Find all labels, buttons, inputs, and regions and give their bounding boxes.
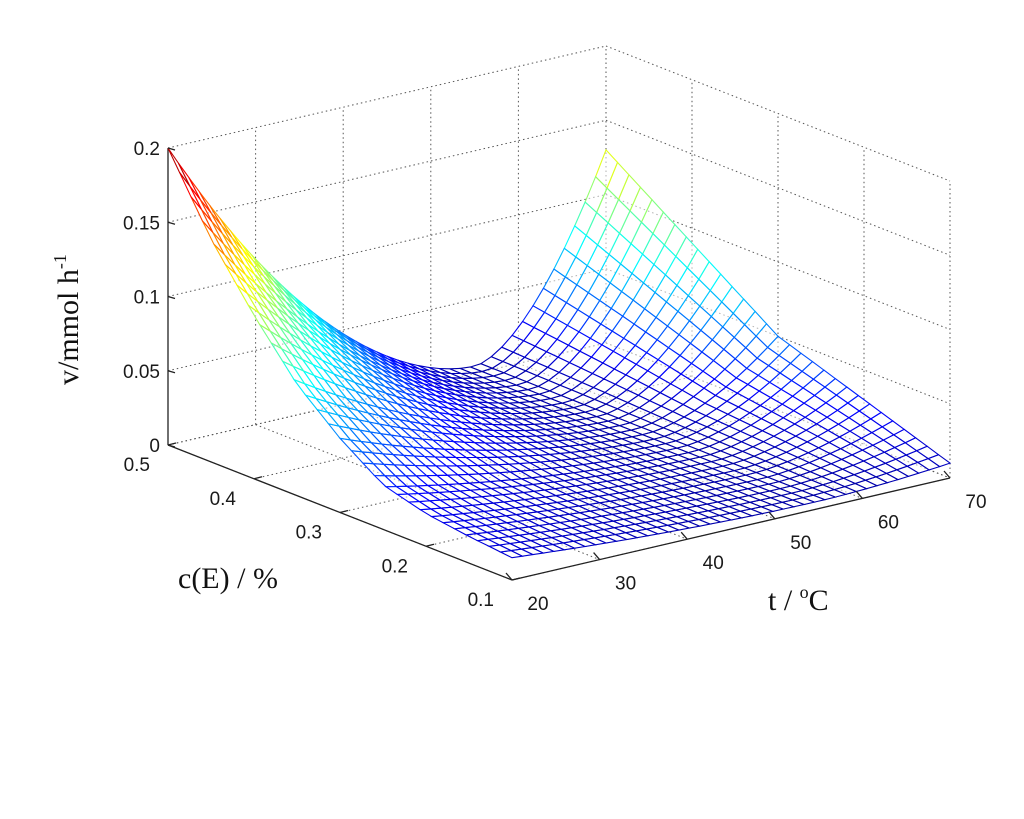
x-tick-label: 50: [790, 533, 811, 554]
wall-grid-v2: [605, 45, 951, 182]
wall-grid-v2: [605, 194, 951, 330]
x-tick-mark: [768, 511, 776, 520]
y-tick-label: 0.2: [382, 556, 408, 577]
x-tick-label: 30: [615, 574, 636, 595]
x-tick-mark: [593, 552, 601, 561]
surface-cell: [167, 147, 191, 187]
y-tick-label: 0.5: [124, 455, 150, 476]
y-tick-mark: [167, 442, 177, 446]
x-tick-mark: [505, 572, 513, 581]
wall-grid-v2: [605, 119, 951, 256]
wall-grid-v: [167, 45, 607, 149]
x-tick-label: 20: [527, 594, 548, 615]
x-tick-mark: [943, 470, 951, 479]
tick-labels: 0 0.05 0.1 0.15 0.2 0.1 0.2 0.3 0.4 0.5 20 30 40 50 60…: [123, 139, 987, 615]
wall-grid-v: [167, 194, 607, 297]
z-tick-mark: [167, 147, 176, 151]
z-axis-label: v/mmol h-1: [50, 254, 85, 385]
y-tick-label: 0.1: [468, 590, 494, 611]
z-tick-mark: [167, 370, 176, 374]
x-tick-mark: [680, 531, 688, 540]
z-tick-label: 0.2: [134, 139, 160, 160]
z-tick-label: 0.05: [123, 362, 160, 383]
z-tick-mark: [167, 221, 176, 225]
x-axis-label: t / oC: [768, 582, 829, 617]
y-axis-label: c(E) / %: [178, 562, 278, 595]
z-tick-mark: [167, 295, 176, 300]
z-tick-label: 0: [149, 436, 160, 457]
x-tick-label: 60: [878, 512, 899, 533]
y-tick-mark: [339, 509, 349, 514]
z-tick-label: 0.1: [134, 288, 160, 309]
y-tick-mark: [511, 577, 521, 581]
wall-grid-v: [167, 268, 607, 372]
y-tick-mark: [253, 476, 263, 480]
y-tick-mark: [425, 543, 435, 547]
y-tick-label: 0.4: [210, 489, 237, 510]
x-tick-mark: [855, 490, 863, 499]
x-tick-label: 70: [965, 492, 986, 513]
y-tick-label: 0.3: [296, 523, 322, 544]
wall-grid-v: [167, 119, 607, 223]
z-tick-label: 0.15: [123, 213, 160, 234]
x-axis-line: [511, 477, 951, 581]
surface-mesh: [167, 147, 952, 559]
x-tick-label: 40: [703, 553, 724, 574]
